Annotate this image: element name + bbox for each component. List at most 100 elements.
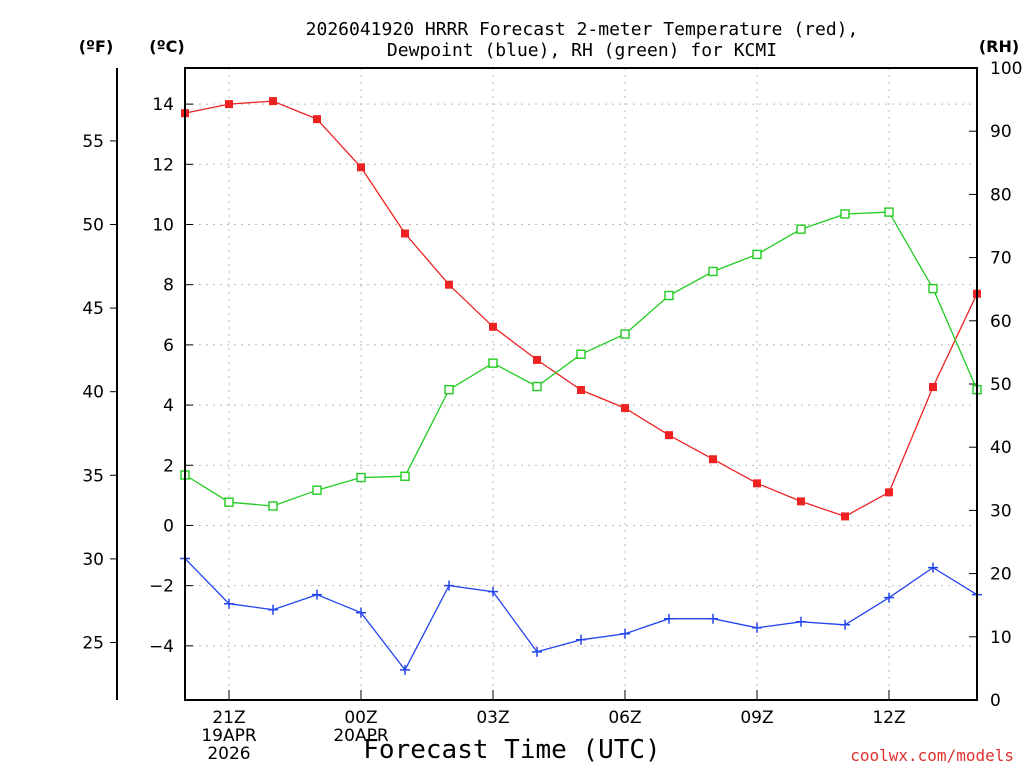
dewpoint-point <box>840 619 850 630</box>
relative-humidity-point <box>708 266 718 277</box>
dewpoint-point <box>576 634 586 645</box>
relative-humidity-point <box>532 381 542 392</box>
fahrenheit-tick-label: 30 <box>82 550 104 570</box>
2-meter-temperature-point <box>885 488 893 497</box>
chart-title-line-2: Dewpoint (blue), RH (green) for KCMI <box>387 40 777 61</box>
relative-humidity-point <box>620 329 630 339</box>
2-meter-temperature-point <box>709 455 717 464</box>
rh-tick-label: 30 <box>990 501 1012 521</box>
rh-tick-label: 100 <box>990 59 1022 79</box>
fahrenheit-tick-label: 50 <box>82 215 104 235</box>
relative-humidity-point <box>664 290 674 301</box>
x-tick-label: 21Z <box>212 708 245 728</box>
rh-unit-label: (RH) <box>979 37 1019 56</box>
x-tick-label: 00Z <box>344 708 377 728</box>
rh-tick-label: 70 <box>990 249 1012 269</box>
x-tick-label: 09Z <box>740 708 773 728</box>
2-meter-temperature-point <box>665 431 673 440</box>
2-meter-temperature-point <box>797 497 805 506</box>
dewpoint-point <box>312 589 322 600</box>
relative-humidity-point <box>576 349 586 359</box>
x-tick-label: 03Z <box>476 708 509 728</box>
rh-tick-label: 80 <box>990 185 1012 205</box>
celsius-tick-label: −2 <box>149 577 174 597</box>
rh-tick-label: 10 <box>990 628 1012 648</box>
relative-humidity-point <box>224 497 234 507</box>
dewpoint-point <box>224 598 234 609</box>
data-series <box>180 97 982 675</box>
x-tick-label: 12Z <box>872 708 905 728</box>
2-meter-temperature-point <box>841 512 849 521</box>
dewpoint-point <box>928 562 938 573</box>
rh-tick-label: 0 <box>990 691 1001 711</box>
fahrenheit-tick-label: 45 <box>82 299 104 319</box>
celsius-tick-label: 4 <box>163 396 174 416</box>
2-meter-temperature-point <box>929 383 937 392</box>
2-meter-temperature-point <box>401 229 409 238</box>
x-axis-title: Forecast Time (UTC) <box>363 735 660 765</box>
x-tick-label: 2026 <box>207 744 250 764</box>
relative-humidity-point <box>400 471 410 481</box>
2-meter-temperature-line <box>184 100 978 518</box>
relative-humidity-point <box>884 207 894 217</box>
rh-tick-label: 60 <box>990 312 1012 332</box>
dewpoint-point <box>444 580 454 591</box>
chart-title-line-1: 2026041920 HRRR Forecast 2-meter Tempera… <box>306 19 859 40</box>
2-meter-temperature-point <box>445 280 453 289</box>
celsius-tick-label: 2 <box>163 456 174 476</box>
relative-humidity-point <box>840 209 850 219</box>
dewpoint-point <box>884 592 894 603</box>
relative-humidity-point <box>928 283 938 294</box>
fahrenheit-tick-label: 40 <box>82 383 104 403</box>
dewpoint-point <box>796 616 806 627</box>
2-meter-temperature-point <box>489 322 497 331</box>
celsius-tick-label: 6 <box>163 336 174 356</box>
credit-text: coolwx.com/models <box>850 746 1014 765</box>
dewpoint-point <box>400 664 410 675</box>
dewpoint-point <box>488 586 498 597</box>
relative-humidity-point <box>268 501 278 511</box>
x-tick-label: 06Z <box>608 708 641 728</box>
grid-lines <box>185 68 977 700</box>
dewpoint-point <box>532 646 542 657</box>
rh-tick-label: 40 <box>990 438 1012 458</box>
dewpoint-point <box>356 607 366 618</box>
celsius-unit-label: (ºC) <box>149 37 184 56</box>
celsius-tick-label: 8 <box>163 276 174 296</box>
2-meter-temperature-point <box>225 100 233 109</box>
relative-humidity-point <box>796 224 806 234</box>
2-meter-temperature-point <box>533 355 541 364</box>
rh-tick-label: 20 <box>990 565 1012 585</box>
fahrenheit-unit-label: (ºF) <box>79 37 114 56</box>
celsius-tick-label: 10 <box>152 215 174 235</box>
relative-humidity-point <box>356 472 366 483</box>
fahrenheit-tick-label: 35 <box>82 466 104 486</box>
plot-frame <box>184 67 978 701</box>
rh-tick-label: 50 <box>990 375 1012 395</box>
dewpoint-point <box>620 628 630 639</box>
dewpoint-point <box>664 613 674 624</box>
rh-tick-label: 90 <box>990 122 1012 142</box>
fahrenheit-tick-label: 25 <box>82 633 104 653</box>
2-meter-temperature-point <box>313 115 321 124</box>
2-meter-temperature-point <box>357 163 365 172</box>
celsius-tick-label: 0 <box>163 516 174 536</box>
2-meter-temperature-point <box>269 97 277 106</box>
celsius-tick-label: 14 <box>152 95 174 115</box>
relative-humidity-line <box>184 211 978 507</box>
2-meter-temperature-point <box>621 404 629 413</box>
2-meter-temperature-point <box>753 479 761 488</box>
dewpoint-point <box>708 613 718 624</box>
relative-humidity-point <box>312 485 322 495</box>
celsius-tick-label: −4 <box>149 637 174 657</box>
relative-humidity-point <box>444 384 454 395</box>
fahrenheit-tick-label: 55 <box>82 132 104 152</box>
relative-humidity-point <box>488 358 498 368</box>
dewpoint-line <box>184 558 978 672</box>
x-tick-label: 20APR <box>333 726 389 746</box>
relative-humidity-point <box>752 249 762 260</box>
dewpoint-point <box>752 622 762 633</box>
x-tick-label: 19APR <box>201 726 257 746</box>
